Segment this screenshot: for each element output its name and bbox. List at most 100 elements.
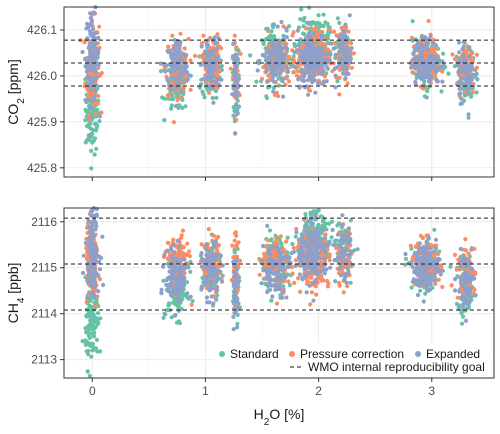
co2-point-pressure_correction	[186, 36, 191, 41]
ch4-point-expanded	[304, 257, 309, 262]
ch4-point-standard	[83, 326, 88, 331]
co2-y-tick-label: 425.9	[27, 115, 57, 129]
ch4-point-expanded	[188, 294, 193, 299]
co2-point-pressure_correction	[331, 29, 336, 34]
ch4-point-pressure_correction	[234, 233, 239, 238]
ch4-point-expanded	[307, 235, 312, 240]
ch4-point-pressure_correction	[93, 304, 98, 309]
ch4-point-expanded	[314, 277, 319, 282]
co2-point-expanded	[300, 57, 305, 63]
ch4-point-expanded	[340, 213, 345, 218]
co2-point-expanded	[210, 68, 215, 73]
co2-point-standard	[466, 115, 471, 120]
co2-point-standard	[307, 5, 312, 10]
ch4-point-standard	[285, 235, 290, 240]
co2-point-expanded	[212, 35, 217, 40]
co2-point-expanded	[424, 95, 429, 100]
ch4-point-expanded	[232, 290, 237, 295]
co2-point-expanded	[341, 29, 346, 34]
ch4-point-expanded	[211, 301, 216, 306]
ch4-point-expanded	[302, 272, 307, 277]
co2-point-expanded	[333, 52, 338, 57]
ch4-point-expanded	[85, 296, 90, 301]
ch4-point-expanded	[349, 249, 354, 254]
ch4-point-expanded	[339, 245, 344, 251]
co2-point-pressure_correction	[182, 46, 187, 51]
co2-point-expanded	[425, 48, 430, 53]
co2-point-expanded	[435, 66, 440, 71]
co2-point-expanded	[234, 84, 239, 89]
co2-point-standard	[271, 34, 277, 39]
ch4-point-expanded	[236, 301, 241, 306]
co2-point-expanded	[92, 46, 97, 51]
co2-point-expanded	[230, 92, 235, 97]
ch4-point-expanded	[92, 270, 97, 275]
co2-point-expanded	[88, 115, 94, 121]
co2-point-pressure_correction	[337, 75, 342, 80]
co2-point-pressure_correction	[178, 31, 183, 36]
co2-point-standard	[88, 126, 93, 131]
ch4-point-expanded	[328, 265, 333, 270]
co2-point-standard	[269, 29, 274, 34]
co2-point-expanded	[179, 89, 184, 94]
ch4-point-expanded	[298, 263, 303, 268]
co2-point-expanded	[344, 54, 349, 59]
co2-point-pressure_correction	[337, 92, 342, 97]
co2-point-expanded	[172, 48, 177, 53]
co2-point-standard	[410, 19, 415, 24]
ch4-point-expanded	[305, 262, 310, 267]
co2-point-standard	[162, 96, 167, 101]
co2-point-expanded	[423, 67, 428, 72]
co2-point-pressure_correction	[178, 95, 183, 100]
co2-point-standard	[84, 138, 90, 143]
co2-point-pressure_correction	[234, 45, 239, 50]
ch4-point-expanded	[213, 286, 218, 291]
co2-point-expanded	[467, 80, 472, 85]
co2-point-expanded	[198, 62, 203, 67]
ch4-point-expanded	[302, 225, 308, 230]
ch4-point-pressure_correction	[309, 290, 315, 295]
ch4-point-standard	[91, 331, 97, 336]
ch4-point-expanded	[302, 267, 307, 272]
ch4-point-expanded	[93, 220, 98, 226]
co2-point-standard	[298, 17, 303, 22]
co2-point-expanded	[307, 42, 312, 48]
co2-point-expanded	[319, 49, 324, 54]
ch4-point-expanded	[199, 285, 204, 290]
co2-point-standard	[277, 83, 282, 88]
ch4-point-expanded	[278, 274, 283, 280]
ch4-point-expanded	[300, 234, 305, 239]
co2-point-pressure_correction	[291, 57, 296, 63]
ch4-point-pressure_correction	[271, 249, 276, 254]
co2-point-expanded	[321, 62, 326, 68]
ch4-point-expanded	[176, 308, 181, 313]
ch4-point-expanded	[93, 279, 98, 285]
ch4-point-standard	[188, 269, 193, 274]
co2-point-expanded	[236, 104, 242, 109]
ch4-point-expanded	[171, 261, 176, 266]
ch4-point-expanded	[272, 245, 277, 250]
ch4-point-expanded	[338, 273, 344, 278]
co2-point-expanded	[343, 76, 348, 81]
ch4-point-standard	[290, 241, 295, 247]
co2-point-standard	[162, 118, 167, 123]
ch4-point-expanded	[199, 264, 204, 269]
co2-point-expanded	[255, 68, 260, 73]
ch4-point-expanded	[280, 290, 285, 295]
co2-point-pressure_correction	[294, 73, 299, 78]
co2-point-expanded	[306, 21, 311, 26]
co2-point-standard	[197, 85, 202, 90]
co2-point-expanded	[312, 61, 317, 66]
co2-point-expanded	[214, 46, 219, 51]
co2-point-expanded	[466, 76, 472, 81]
ch4-point-expanded	[167, 282, 172, 287]
co2-point-expanded	[430, 55, 435, 60]
co2-point-expanded	[420, 35, 425, 40]
ch4-point-standard	[90, 344, 96, 349]
ch4-point-expanded	[340, 233, 345, 238]
co2-point-expanded	[343, 22, 348, 27]
ch4-point-expanded	[343, 274, 348, 279]
co2-point-expanded	[89, 81, 95, 86]
co2-point-pressure_correction	[315, 31, 320, 37]
ch4-point-expanded	[302, 254, 307, 259]
